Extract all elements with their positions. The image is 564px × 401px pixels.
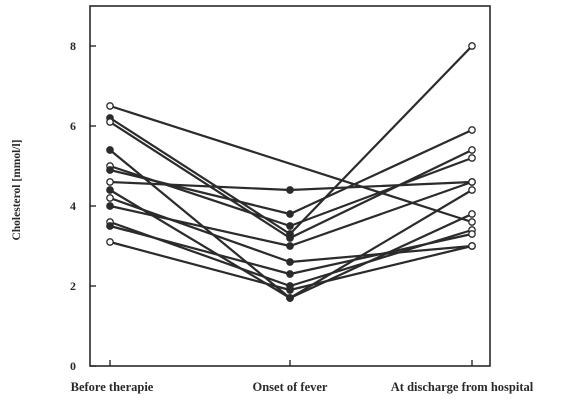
data-point	[286, 294, 294, 302]
data-point	[468, 146, 476, 154]
data-point	[106, 146, 114, 154]
series-line	[109, 45, 473, 236]
y-axis-label: Cholesterol [mmol/l]	[11, 139, 23, 240]
data-point	[468, 178, 476, 186]
y-tick-label: 6	[70, 119, 76, 133]
series-line	[109, 104, 473, 224]
data-point	[106, 222, 114, 230]
data-point	[286, 186, 294, 194]
data-point	[468, 218, 476, 226]
data-point	[468, 126, 476, 134]
x-category-label: At discharge from hospital	[391, 380, 534, 394]
data-point	[106, 186, 114, 194]
data-point	[286, 286, 294, 294]
plot-frame	[89, 5, 491, 367]
data-point	[286, 234, 294, 242]
data-markers	[106, 42, 476, 302]
y-axis-ticks: 0 2 4 6 8	[70, 39, 473, 373]
data-point	[286, 222, 294, 230]
y-tick-label: 8	[70, 39, 76, 53]
series-line	[109, 196, 473, 264]
data-point	[106, 238, 114, 246]
data-point	[106, 178, 114, 186]
data-point	[106, 118, 114, 126]
data-point	[106, 166, 114, 174]
data-point	[106, 102, 114, 110]
x-category-label: Before therapie	[71, 380, 154, 394]
data-point	[468, 242, 476, 250]
data-point	[106, 194, 114, 202]
data-point	[468, 210, 476, 218]
y-tick-label: 4	[70, 199, 76, 213]
data-point	[286, 242, 294, 250]
y-tick-label: 0	[70, 359, 76, 373]
y-tick-label: 2	[70, 279, 76, 293]
x-axis-categories: Before therapie Onset of fever At discharg…	[71, 380, 534, 394]
data-point	[468, 186, 476, 194]
data-point	[286, 210, 294, 218]
data-point	[286, 258, 294, 266]
data-point	[468, 230, 476, 238]
x-category-label: Onset of fever	[253, 380, 328, 394]
data-point	[468, 154, 476, 162]
data-point	[468, 42, 476, 50]
data-point	[106, 202, 114, 210]
data-point	[286, 270, 294, 278]
series-line	[109, 121, 473, 240]
